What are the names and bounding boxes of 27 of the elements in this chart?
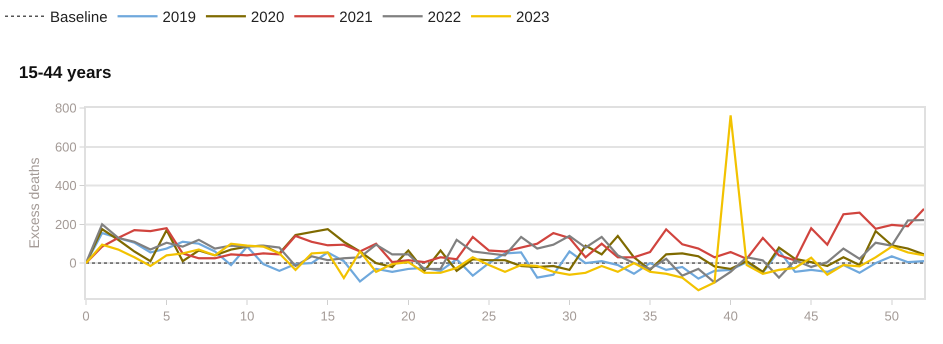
- x-tick-label: 25: [482, 308, 496, 324]
- x-tick-label: 20: [401, 308, 416, 324]
- x-tick-label: 10: [240, 308, 254, 324]
- y-tick-label: 600: [54, 139, 77, 154]
- y-tick-label: 800: [54, 100, 77, 116]
- x-tick-label: 0: [82, 308, 90, 324]
- x-tick-label: 50: [884, 308, 900, 324]
- x-tick-label: 30: [562, 308, 577, 324]
- line-series: [86, 208, 924, 264]
- chart-title: 15-44 years: [18, 62, 112, 82]
- y-axis-title: Excess deaths: [26, 157, 42, 249]
- y-tick-label: 400: [54, 178, 77, 194]
- x-tick-label: 40: [723, 308, 738, 324]
- x-tick-label: 15: [320, 308, 335, 324]
- line-series: [86, 218, 924, 284]
- x-tick-label: 45: [804, 308, 818, 324]
- y-tick-label: 200: [54, 216, 77, 232]
- legend-label: 2022: [428, 9, 462, 26]
- legend-label: 2019: [162, 9, 196, 26]
- legend-label: 2020: [250, 9, 284, 26]
- x-tick-label: 5: [162, 308, 170, 324]
- line-series: [86, 114, 924, 292]
- legend-label: 2021: [339, 9, 373, 26]
- y-tick-label: 0: [69, 256, 77, 271]
- x-tick-label: 35: [642, 308, 658, 324]
- legend-label: Baseline: [50, 9, 108, 26]
- legend-label: 2023: [516, 9, 550, 26]
